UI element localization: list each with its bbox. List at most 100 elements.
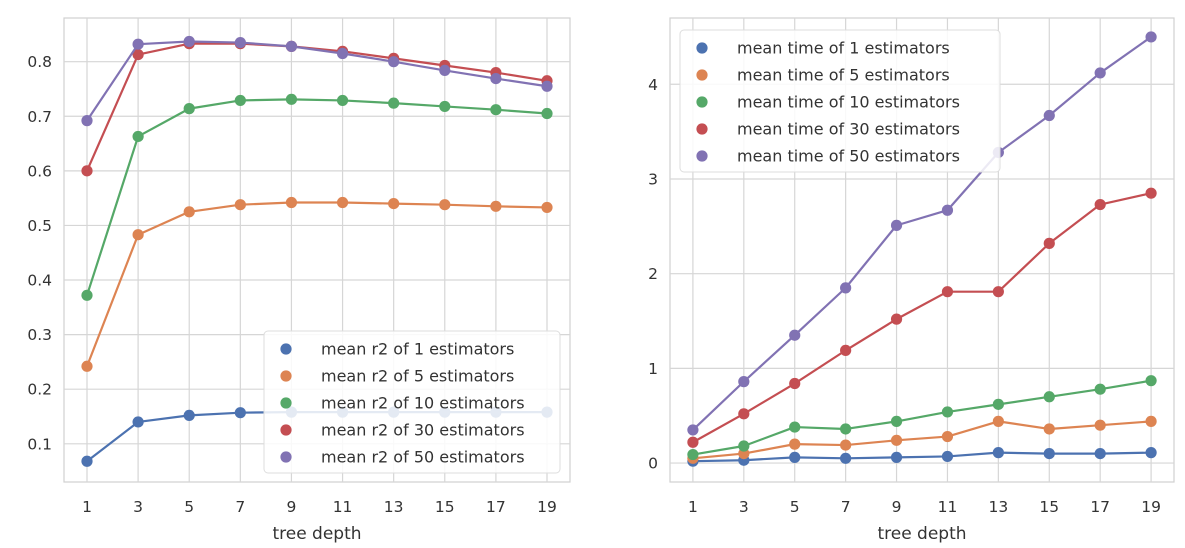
data-point: [1043, 391, 1055, 403]
data-point: [1094, 67, 1106, 79]
data-point: [183, 206, 195, 218]
data-point: [738, 408, 750, 420]
data-point: [1145, 375, 1157, 387]
data-point: [840, 344, 852, 356]
data-point: [992, 286, 1004, 298]
x-tick-label: 3: [133, 498, 143, 516]
y-tick-label: 4: [648, 76, 658, 94]
legend-label: mean r2 of 30 estimators: [321, 421, 525, 440]
data-point: [1145, 415, 1157, 427]
data-point: [941, 430, 954, 443]
y-tick-label: 1: [648, 360, 658, 378]
x-axis-label: tree depth: [877, 524, 966, 544]
data-point: [1043, 447, 1055, 460]
series-2: [81, 196, 553, 372]
data-point: [789, 438, 801, 450]
data-point: [541, 80, 553, 92]
data-point: [992, 398, 1004, 410]
data-point: [81, 165, 93, 177]
data-point: [890, 313, 903, 325]
x-tick-label: 19: [537, 498, 557, 516]
x-tick-label: 1: [688, 498, 698, 516]
y-tick-label: 2: [648, 265, 658, 283]
data-point: [132, 416, 144, 428]
legend-marker: [280, 397, 292, 409]
y-tick-label: 0.7: [27, 108, 52, 126]
x-tick-label: 17: [486, 498, 506, 516]
data-point: [336, 47, 349, 60]
data-point: [234, 94, 246, 107]
data-point: [941, 286, 954, 298]
data-point: [234, 199, 246, 211]
data-point: [541, 201, 553, 214]
legend-label: mean time of 10 estimators: [737, 93, 960, 112]
y-tick-label: 0.8: [27, 53, 52, 71]
legend-label: mean r2 of 10 estimators: [321, 394, 525, 413]
data-point: [183, 35, 195, 48]
series-line: [692, 192, 1152, 444]
r2-chart: 1 3 5 7 9 11 13 15 17 190.10.20.30.40.50.60.70.8t…: [27, 17, 571, 544]
series-3: [81, 93, 553, 301]
data-point: [941, 204, 954, 216]
legend-marker: [696, 150, 708, 162]
data-point: [132, 48, 144, 61]
series-line: [86, 40, 548, 122]
series-1: [687, 447, 1157, 467]
x-tick-label: 3: [739, 498, 749, 516]
data-point: [840, 423, 852, 435]
legend-marker: [280, 370, 292, 382]
data-point: [1043, 237, 1055, 249]
data-point: [687, 436, 699, 448]
data-point: [285, 93, 298, 105]
legend-marker: [696, 96, 708, 108]
series-4: [687, 187, 1157, 448]
data-point: [183, 103, 195, 115]
legend-label: mean r2 of 1 estimators: [321, 340, 514, 359]
y-tick-label: 0.6: [27, 162, 52, 180]
series-line: [692, 420, 1152, 460]
legend-marker: [696, 42, 708, 54]
series-line: [692, 451, 1152, 463]
x-tick-label: 15: [1039, 498, 1059, 516]
data-point: [687, 424, 699, 436]
x-tick-label: 15: [435, 498, 455, 516]
data-point: [789, 329, 801, 341]
data-point: [1094, 447, 1106, 460]
series-5: [81, 35, 553, 127]
legend: mean r2 of 1 estimators mean r2 of 5 esti…: [263, 330, 561, 474]
data-point: [439, 64, 451, 77]
data-point: [439, 100, 451, 113]
data-point: [1145, 447, 1157, 459]
x-axis-label: tree depth: [272, 524, 361, 544]
legend-marker: [280, 451, 292, 463]
data-point: [1145, 187, 1157, 199]
x-tick-label: 11: [333, 498, 353, 516]
data-point: [388, 97, 400, 109]
data-point: [738, 376, 750, 388]
data-point: [490, 72, 502, 85]
data-point: [336, 196, 349, 209]
data-point: [789, 451, 801, 463]
data-point: [1145, 31, 1157, 43]
legend-marker: [696, 69, 708, 81]
legend-label: mean time of 1 estimators: [737, 39, 950, 58]
legend-label: mean time of 50 estimators: [737, 147, 960, 166]
data-point: [490, 200, 502, 212]
data-point: [890, 434, 903, 446]
series-line: [692, 379, 1152, 456]
legend-marker: [280, 424, 292, 436]
data-point: [285, 40, 298, 52]
data-point: [439, 199, 451, 211]
x-tick-label: 13: [988, 498, 1008, 516]
data-point: [234, 407, 246, 419]
data-point: [183, 409, 195, 422]
y-tick-label: 0: [648, 455, 658, 473]
legend-label: mean time of 5 estimators: [737, 66, 950, 85]
legend: mean time of 1 estimators mean time of 5 …: [679, 29, 1001, 173]
data-point: [336, 94, 349, 107]
data-point: [738, 440, 750, 452]
y-tick-label: 0.3: [27, 326, 52, 344]
data-point: [81, 455, 93, 467]
data-point: [890, 451, 903, 463]
